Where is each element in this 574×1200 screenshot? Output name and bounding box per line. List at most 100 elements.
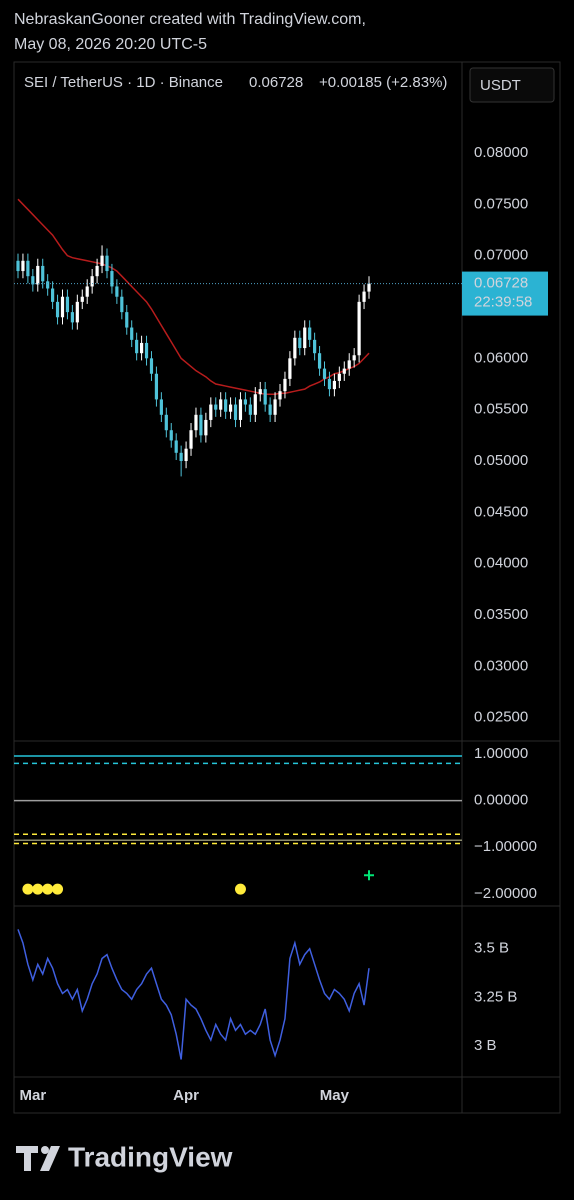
candle-body: [130, 327, 134, 340]
legend-price: 0.06728: [249, 74, 303, 91]
candle-body: [41, 265, 45, 282]
candle-body: [243, 399, 248, 405]
candle-body: [149, 358, 154, 374]
y-tick-label: 1.00000: [474, 745, 528, 762]
y-tick-label: 0.05500: [474, 401, 528, 418]
candle-body: [184, 448, 188, 462]
candle-body: [228, 404, 233, 412]
header-line: May 08, 2026 20:20 UTC-5: [14, 36, 207, 53]
candle-body: [100, 255, 104, 266]
y-tick-label: 0.03000: [474, 657, 528, 674]
candle-body: [233, 404, 238, 420]
candle-body: [154, 373, 159, 400]
candle-body: [258, 389, 262, 395]
signal-dot: [42, 883, 54, 895]
candle-body: [337, 373, 341, 381]
candle-body: [90, 276, 94, 287]
candle-body: [342, 368, 346, 374]
candle-body: [16, 260, 20, 272]
candle-body: [298, 337, 302, 349]
y-tick-label: 0.08000: [474, 144, 528, 161]
indicator-line: [17, 929, 370, 1060]
candle-body: [169, 430, 173, 441]
legend-change: +0.00185 (+2.83%): [319, 74, 447, 91]
candle-body: [125, 312, 129, 328]
candle-body: [308, 327, 312, 340]
candle-body: [288, 358, 292, 379]
price-tag: [462, 271, 548, 316]
x-tick-label: Apr: [173, 1087, 199, 1104]
logo-icon: [16, 1146, 60, 1171]
candle-body: [347, 360, 351, 369]
candle-body: [55, 301, 60, 318]
chart-frame: [13, 61, 561, 1114]
candle-body: [352, 355, 356, 361]
candle-body: [278, 391, 282, 400]
signal-plus: [364, 870, 374, 881]
candle-body: [253, 394, 257, 415]
candle-body: [219, 399, 223, 410]
candle-body: [26, 260, 30, 277]
candle-body: [224, 399, 228, 412]
candle-body: [189, 430, 193, 449]
price-tag-value: 0.06728: [474, 275, 528, 292]
candle-body: [332, 380, 336, 390]
y-tick-label: 0.06000: [474, 349, 528, 366]
signal-dot: [32, 883, 44, 895]
candle-body: [268, 404, 272, 415]
candle-body: [159, 399, 163, 415]
y-tick-label: 0.07000: [474, 247, 528, 264]
candle-body: [303, 327, 307, 349]
candle-body: [238, 399, 243, 420]
candle-body: [194, 414, 198, 431]
candle-body: [199, 414, 203, 436]
signal-dot: [52, 883, 64, 895]
candle-body: [80, 296, 84, 302]
candle-body: [75, 301, 79, 323]
candle-body: [174, 440, 178, 453]
candle-body: [65, 296, 70, 313]
currency-button[interactable]: [469, 67, 555, 103]
y-tick-label: 0.02500: [474, 709, 528, 726]
candle-body: [110, 271, 114, 287]
signal-dot: [234, 883, 246, 895]
x-tick-label: May: [320, 1087, 350, 1104]
y-tick-label: 0.04500: [474, 503, 528, 520]
candle-body: [204, 419, 208, 436]
candle-body: [367, 283, 371, 292]
candle-body: [248, 404, 252, 415]
candle-body: [60, 296, 65, 318]
candle-body: [120, 296, 124, 313]
candle-body: [139, 342, 144, 354]
y-tick-label: 3.25 B: [474, 988, 517, 1005]
candle-body: [135, 339, 139, 354]
y-tick-label: 0.03500: [474, 606, 528, 623]
candle-body: [36, 265, 40, 285]
y-tick-label: 0.04000: [474, 555, 528, 572]
currency-label[interactable]: USDT: [480, 77, 521, 94]
moving-average: [17, 198, 370, 396]
candle-body: [273, 399, 277, 415]
candle-body: [283, 378, 287, 392]
candle-body: [214, 404, 218, 410]
symbol-title: SEI / TetherUS · 1D · Binance: [24, 74, 223, 91]
x-tick-label: Mar: [19, 1087, 46, 1104]
candle-body: [317, 353, 322, 369]
candle-body: [327, 378, 332, 390]
candle-body: [70, 312, 74, 323]
candle-body: [293, 337, 297, 359]
candle-body: [357, 301, 361, 356]
signal-dot: [22, 883, 34, 895]
y-tick-label: −1.00000: [474, 838, 537, 855]
candle-body: [105, 255, 109, 272]
header-line: NebraskanGooner created with TradingView…: [14, 11, 366, 28]
candle-body: [313, 339, 317, 354]
y-tick-label: 3 B: [474, 1037, 497, 1054]
candle-body: [179, 452, 183, 462]
logo-text: TradingView: [68, 1141, 233, 1172]
candle-body: [144, 342, 149, 359]
candle-body: [362, 291, 366, 302]
candle-body: [209, 404, 213, 420]
